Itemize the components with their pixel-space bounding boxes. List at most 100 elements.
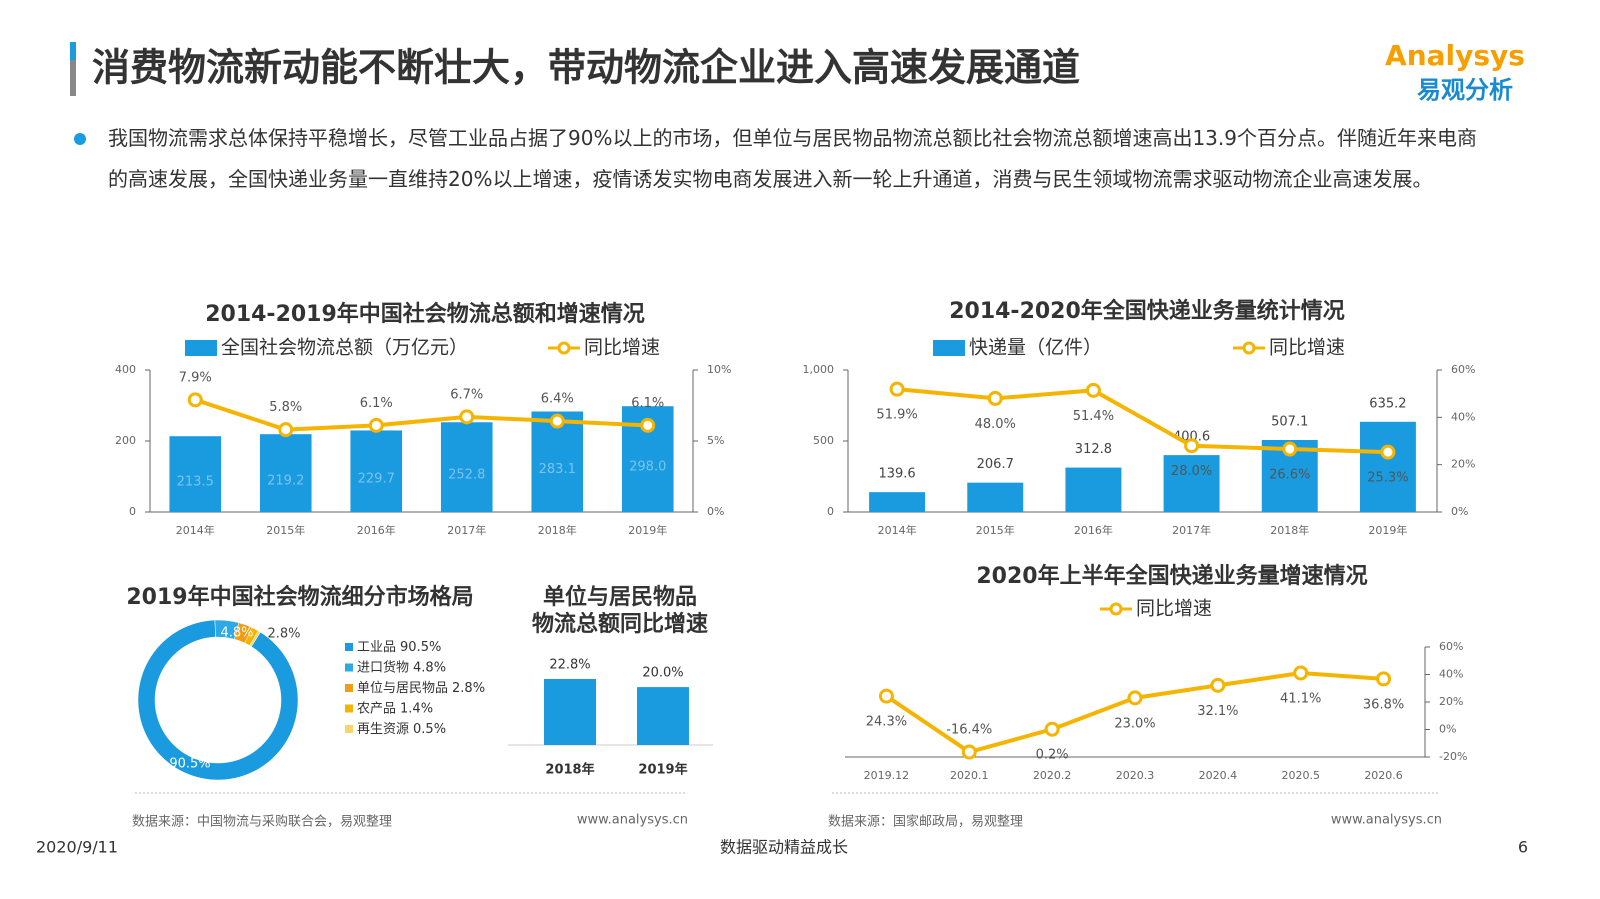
bar-value-label: 312.8 — [1075, 442, 1112, 457]
legend-swatch — [345, 643, 353, 651]
page-number: 6 — [1518, 838, 1528, 857]
bar — [169, 436, 222, 512]
y-tick-label: 500 — [813, 434, 834, 447]
y-tick-label: 20% — [1451, 458, 1475, 471]
legend-swatch — [345, 663, 353, 672]
line-marker — [278, 422, 294, 438]
y-tick-label: 1,000 — [803, 363, 835, 376]
legend-label: 单位与居民物品 2.8% — [357, 681, 485, 696]
x-tick-label: 2015年 — [976, 523, 1015, 537]
x-tick-label: 2015年 — [266, 523, 305, 537]
legend-category: 进口货物 — [357, 659, 409, 675]
line-value-label: 28.0% — [1171, 464, 1212, 479]
y-tick-label: 20% — [1439, 695, 1463, 708]
y-tick-label: 0% — [1451, 505, 1468, 518]
line-marker — [1210, 677, 1226, 693]
source: 数据来源：中国物流与采购联合会，易观整理 — [132, 814, 392, 830]
y-tick-label: 60% — [1451, 363, 1475, 376]
x-tick-label: 2020.3 — [1116, 769, 1155, 782]
source: 数据来源：国家邮政局，易观整理 — [828, 814, 1023, 830]
legend-label: 再生资源 0.5% — [357, 722, 446, 737]
bar-value-label: 22.8% — [549, 658, 590, 673]
line-value-label: 6.1% — [360, 396, 393, 411]
x-tick-label: 2020.4 — [1199, 769, 1238, 782]
line-value-label: 6.4% — [541, 392, 574, 407]
legend-label: 全国社会物流总额（万亿元） — [221, 337, 468, 359]
y-tick-label: 40% — [1439, 668, 1463, 681]
legend-value: 90.5% — [400, 640, 441, 655]
legend-swatch — [185, 340, 217, 356]
bar — [637, 687, 689, 745]
line-marker — [1184, 438, 1200, 454]
bar-value-label: 229.7 — [358, 472, 395, 487]
line-marker — [987, 390, 1003, 406]
x-tick-label: 2014年 — [176, 523, 215, 537]
bar-value-label: 219.2 — [267, 474, 304, 489]
line-value-label: 5.8% — [269, 400, 302, 415]
legend-category: 再生资源 — [357, 722, 409, 737]
x-tick-label: 2018年 — [538, 523, 577, 537]
y-tick-label: 0% — [707, 505, 724, 518]
bar — [1163, 455, 1220, 512]
y-tick-label: 40% — [1451, 410, 1475, 423]
line-value-label: 23.0% — [1114, 716, 1155, 731]
x-tick-label: 2019年 — [638, 762, 687, 778]
chart-title: 单位与居民物品 — [543, 584, 697, 610]
slice-label: 4.8% — [220, 626, 253, 641]
x-tick-label: 2020.6 — [1364, 769, 1403, 782]
chart-title: 2020年上半年全国快递业务量增速情况 — [976, 563, 1367, 589]
slice-label: 90.5% — [169, 757, 210, 772]
line-marker — [1380, 444, 1396, 460]
x-tick-label: 2020.1 — [950, 769, 989, 782]
line-marker — [1376, 671, 1392, 687]
legend-label: 快递量（亿件） — [969, 337, 1102, 359]
legend-label: 同比增速 — [584, 337, 660, 359]
y-tick-label: 0% — [1439, 723, 1456, 736]
bar — [1359, 421, 1416, 512]
bar-value-label: 252.8 — [448, 468, 485, 483]
legend-value: 4.8% — [413, 660, 446, 675]
legend-label: 工业品 90.5% — [357, 640, 441, 655]
legend-label: 农产品 1.4% — [357, 701, 433, 716]
x-tick-label: 2020.5 — [1281, 769, 1320, 782]
line-value-label: 24.3% — [866, 715, 907, 730]
line-marker — [187, 392, 203, 408]
line-marker — [1282, 441, 1298, 457]
line-marker — [1085, 382, 1101, 398]
legend-value: 0.5% — [413, 722, 446, 737]
y-tick-label: 0 — [129, 505, 136, 518]
chart-title: 物流总额同比增速 — [532, 611, 708, 637]
pie-slice — [137, 619, 299, 781]
bar — [1065, 467, 1122, 512]
title-bar — [70, 42, 76, 96]
legend-value: 2.8% — [452, 681, 485, 696]
line-value-label: 26.6% — [1269, 468, 1310, 483]
line-value-label: 6.7% — [450, 387, 483, 402]
legend-swatch — [1109, 602, 1123, 616]
logo: Analysys — [1385, 39, 1525, 72]
x-tick-label: 2016年 — [1074, 523, 1113, 537]
bar-value-label: 283.1 — [539, 462, 576, 477]
legend-value: 1.4% — [400, 701, 433, 716]
line-marker — [878, 688, 894, 704]
legend-swatch — [933, 340, 965, 356]
pie-slice — [249, 630, 261, 647]
bullet-text: 我国物流需求总体保持平稳增长，尽管工业品占据了90%以上的市场，但单位与居民物品… — [108, 126, 1477, 191]
url: www.analysys.cn — [577, 813, 688, 828]
x-tick-label: 2018年 — [1270, 523, 1309, 537]
bar — [869, 492, 926, 512]
x-tick-label: 2014年 — [878, 523, 917, 537]
bar-value-label: 635.2 — [1369, 396, 1406, 411]
legend-category: 工业品 — [357, 640, 396, 655]
line-marker — [889, 381, 905, 397]
line-value-label: 6.1% — [631, 396, 664, 411]
chart-title: 2019年中国社会物流细分市场格局 — [126, 584, 473, 610]
title-bar-accent — [70, 42, 76, 60]
bar-value-label: 213.5 — [177, 475, 214, 490]
bar-value-label: 298.0 — [629, 460, 666, 475]
legend-label: 进口货物 4.8% — [357, 659, 446, 675]
bar-value-label: 206.7 — [977, 457, 1014, 472]
x-tick-label: 2019年 — [628, 523, 667, 537]
